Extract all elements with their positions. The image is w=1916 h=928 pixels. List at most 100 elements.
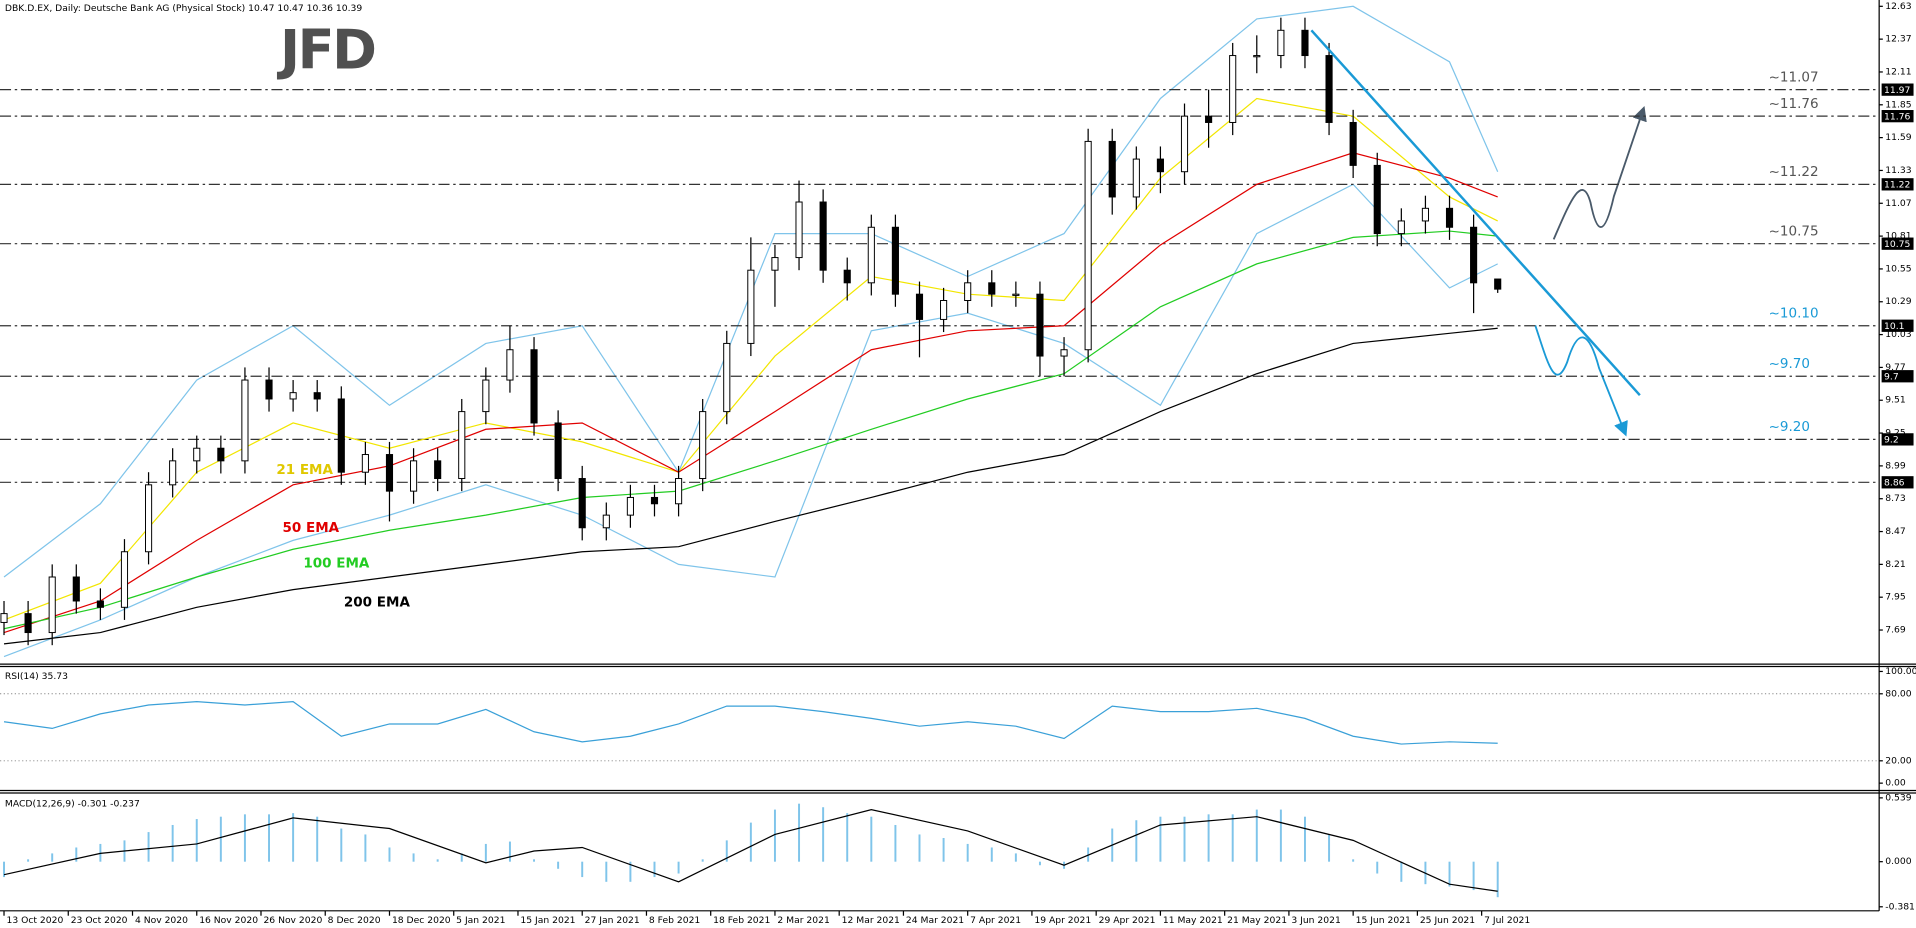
candle-body <box>819 201 827 271</box>
ema-line <box>3 97 1498 621</box>
candle-body <box>1180 115 1189 173</box>
ema-label: 100 EMA <box>303 555 370 571</box>
candle-body <box>1325 55 1333 123</box>
candle-body <box>1132 158 1140 198</box>
candle-body <box>650 496 659 505</box>
candle-body <box>843 269 851 284</box>
level-box-label: 8.86 <box>1884 477 1905 488</box>
level-label: ~10.75 <box>1769 223 1819 239</box>
level-box <box>1881 370 1914 383</box>
candle-body <box>1229 55 1237 123</box>
candle-body <box>337 398 345 473</box>
x-tick-label: 29 Apr 2021 <box>1099 915 1156 926</box>
x-tick-label: 7 Jul 2021 <box>1484 915 1530 926</box>
y-tick-label: 12.11 <box>1885 66 1911 77</box>
y-tick-label: 0.539 <box>1885 792 1911 803</box>
y-tick-label: 80.00 <box>1885 688 1911 699</box>
x-tick-label: 15 Jan 2021 <box>520 915 575 926</box>
y-tick-label: 0.00 <box>1885 778 1906 789</box>
ema-label: 50 EMA <box>282 520 339 536</box>
candle-body <box>1445 207 1454 228</box>
y-tick-label: 7.95 <box>1885 592 1906 603</box>
y-tick-label: 9.51 <box>1885 395 1905 406</box>
x-tick-label: 23 Oct 2020 <box>71 915 128 926</box>
candle-body <box>482 379 490 413</box>
level-label: ~10.10 <box>1769 305 1819 321</box>
x-tick-label: 5 Jan 2021 <box>456 915 505 926</box>
x-tick-label: 25 Jun 2021 <box>1420 915 1475 926</box>
candle-body <box>1349 121 1357 166</box>
candle-body <box>385 454 394 492</box>
candle-body <box>1470 226 1478 284</box>
candle-body <box>602 514 610 529</box>
candle-body <box>1421 207 1429 222</box>
level-box <box>1881 178 1914 191</box>
panel-title: RSI(14) 35.73 <box>5 671 68 682</box>
y-tick-label: 11.59 <box>1885 132 1911 143</box>
level-box-label: 9.7 <box>1884 371 1899 382</box>
y-tick-label: 11.07 <box>1885 198 1911 209</box>
x-tick-label: 24 Mar 2021 <box>906 915 964 926</box>
candle-body <box>554 422 562 480</box>
level-box-label: 11.97 <box>1884 85 1910 96</box>
candle-body <box>626 496 634 516</box>
candle-body <box>72 576 80 602</box>
x-tick-label: 13 Oct 2020 <box>6 915 63 926</box>
level-box-label: 11.22 <box>1884 179 1910 190</box>
x-tick-label: 11 May 2021 <box>1163 915 1223 926</box>
ema-line <box>3 152 1498 634</box>
y-tick-label: 10.29 <box>1885 296 1911 307</box>
candle-body <box>891 226 899 295</box>
candle-body <box>915 293 924 320</box>
ema-line <box>3 230 1498 630</box>
x-tick-label: 16 Nov 2020 <box>199 915 258 926</box>
y-tick-label: 9.25 <box>1885 428 1906 439</box>
level-box-label: 11.76 <box>1884 111 1910 122</box>
y-tick-label: 8.47 <box>1885 526 1906 537</box>
y-tick-label: 100.00 <box>1885 666 1916 677</box>
level-box-label: 10.1 <box>1884 321 1904 332</box>
candle-body <box>0 613 8 623</box>
x-tick-label: 2 Mar 2021 <box>777 915 829 926</box>
candle-body <box>795 201 803 259</box>
x-tick-label: 18 Feb 2021 <box>713 915 770 926</box>
y-tick-label: 0.000 <box>1885 856 1911 867</box>
candle-body <box>940 300 948 320</box>
level-box <box>1881 110 1914 123</box>
level-box <box>1881 476 1914 489</box>
ema-label: 21 EMA <box>276 462 333 478</box>
x-tick-label: 3 Jun 2021 <box>1291 915 1340 926</box>
level-label: ~9.20 <box>1769 419 1810 435</box>
logo: JFD <box>276 19 375 82</box>
candle-body <box>675 478 683 505</box>
y-tick-label: 8.99 <box>1885 460 1906 471</box>
candle-body <box>458 411 466 480</box>
candle-body <box>867 226 875 284</box>
signal-line <box>3 808 1498 892</box>
x-tick-label: 7 Apr 2021 <box>970 915 1021 926</box>
level-label: ~9.70 <box>1769 356 1810 372</box>
candle-body <box>1108 140 1116 198</box>
x-tick-label: 8 Dec 2020 <box>328 915 381 926</box>
candle-body <box>1373 164 1381 235</box>
candle-body <box>193 447 201 462</box>
x-tick-label: 26 Nov 2020 <box>263 915 322 926</box>
x-tick-label: 12 Mar 2021 <box>842 915 900 926</box>
candle-body <box>241 379 249 462</box>
y-tick-label: 10.55 <box>1885 263 1911 274</box>
chart-header: DBK.D.EX, Daily: Deutsche Bank AG (Physi… <box>5 3 362 14</box>
level-label: ~11.22 <box>1769 164 1819 180</box>
candle-body <box>313 392 321 400</box>
candle-body <box>1253 55 1261 58</box>
level-box-label: 9.2 <box>1884 434 1899 445</box>
x-tick-label: 4 Nov 2020 <box>135 915 188 926</box>
candle-body <box>723 342 731 413</box>
candle-body <box>265 379 273 400</box>
candle-body <box>96 600 104 608</box>
level-box <box>1881 83 1914 96</box>
candle-body <box>530 349 538 424</box>
rsi-line <box>3 700 1498 745</box>
